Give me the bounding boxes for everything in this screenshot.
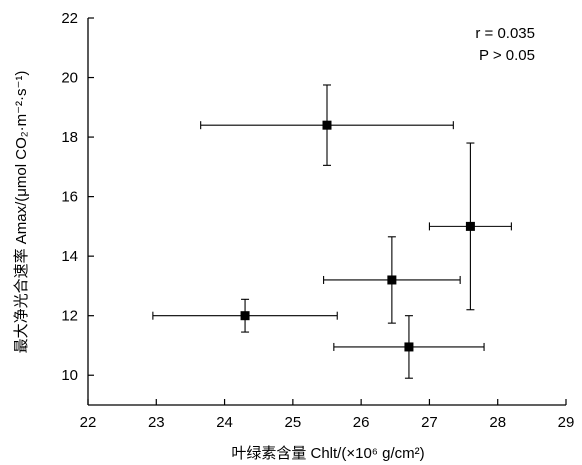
- y-tick-label: 12: [61, 308, 78, 325]
- data-point: [465, 221, 475, 231]
- correlation-r-label: r = 0.035: [475, 25, 535, 42]
- y-tick-label: 20: [61, 70, 78, 87]
- error-bars: [152, 84, 512, 379]
- y-axis-title: 最大净光合速率 Amax/(μmol CO₂·m⁻²·s⁻¹): [13, 71, 30, 354]
- y-tick-label: 14: [61, 248, 78, 265]
- x-tick-label: 28: [489, 414, 506, 431]
- x-tick-label: 27: [421, 414, 438, 431]
- data-point: [387, 275, 397, 285]
- statistics-annotation: r = 0.035 P > 0.05: [475, 25, 535, 64]
- x-tick-label: 25: [285, 414, 302, 431]
- data-point: [322, 120, 332, 130]
- y-tick-label: 10: [61, 367, 78, 384]
- x-tick-label: 24: [216, 414, 233, 431]
- data-points: [240, 120, 475, 352]
- x-axis-ticks: 22 23 24 25 26 27 28 29: [80, 399, 575, 431]
- data-point: [404, 342, 414, 352]
- x-tick-label: 23: [148, 414, 165, 431]
- x-axis-title: 叶绿素含量 Chlt/(×10⁶ g/cm²): [231, 445, 424, 462]
- y-tick-label: 18: [61, 129, 78, 146]
- y-axis-ticks: 10 12 14 16 18 20 22: [61, 10, 94, 384]
- p-value-label: P > 0.05: [479, 47, 535, 64]
- x-tick-label: 22: [80, 414, 97, 431]
- y-tick-label: 22: [61, 10, 78, 27]
- y-tick-label: 16: [61, 189, 78, 206]
- x-tick-label: 26: [353, 414, 370, 431]
- x-tick-label: 29: [558, 414, 575, 431]
- axes: [87, 18, 566, 406]
- data-point: [240, 311, 250, 321]
